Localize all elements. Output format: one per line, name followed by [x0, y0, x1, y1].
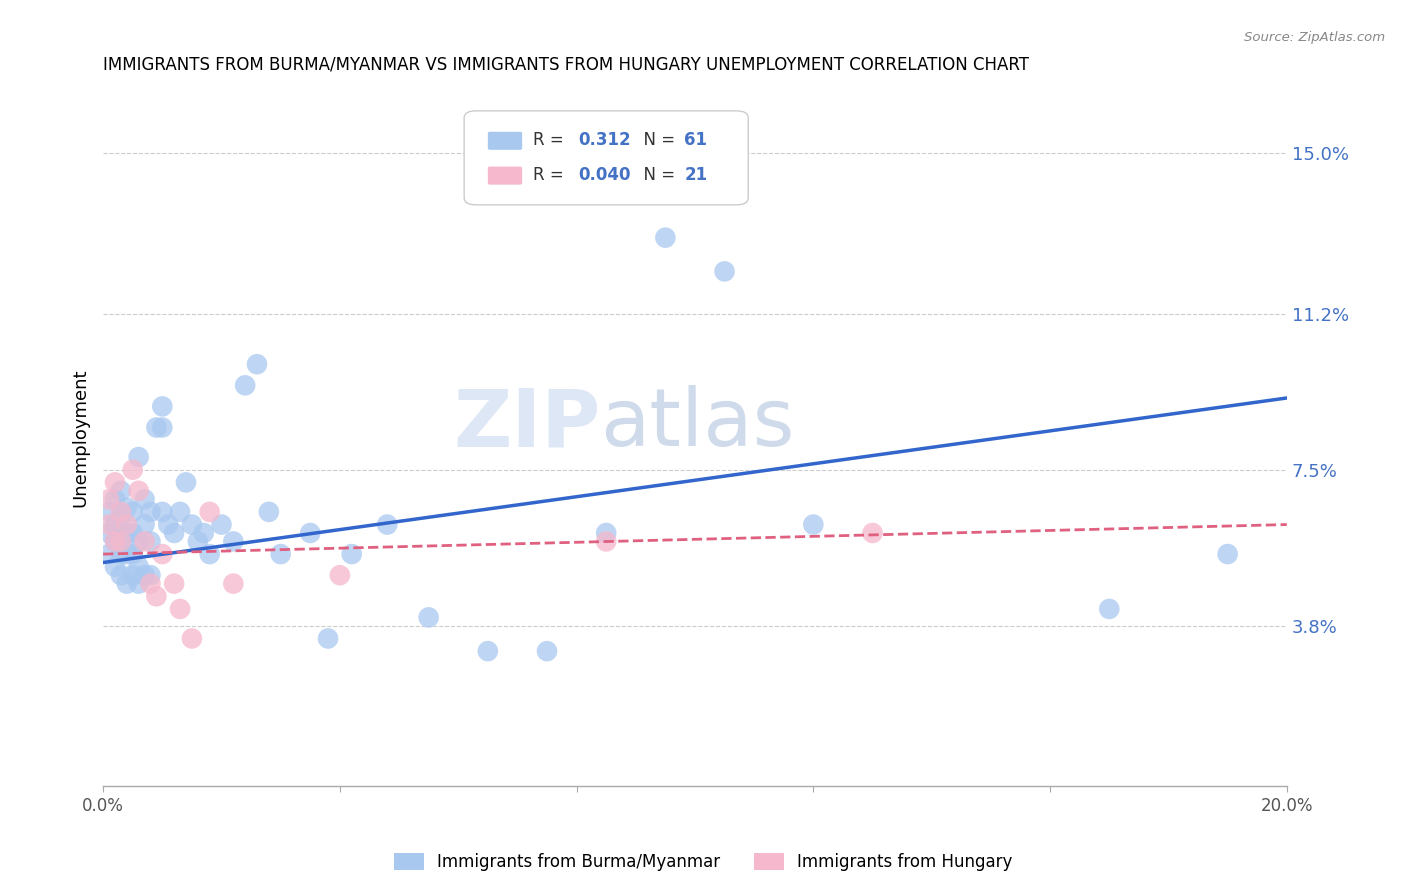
Point	[139, 505, 162, 519]
Point	[193, 526, 215, 541]
Legend: Immigrants from Burma/Myanmar, Immigrants from Hungary: Immigrants from Burma/Myanmar, Immigrant…	[385, 845, 1021, 880]
Point	[150, 505, 173, 519]
Point	[246, 357, 269, 371]
Point	[150, 400, 173, 414]
Point	[98, 492, 121, 507]
Point	[115, 576, 138, 591]
Point	[180, 517, 202, 532]
Point	[257, 505, 280, 519]
Text: ZIP: ZIP	[453, 385, 600, 463]
Point	[654, 230, 676, 244]
FancyBboxPatch shape	[488, 167, 522, 185]
Point	[104, 492, 127, 507]
Point	[163, 576, 186, 591]
Point	[174, 475, 197, 490]
Point	[211, 517, 233, 532]
FancyBboxPatch shape	[488, 132, 522, 150]
Point	[222, 534, 245, 549]
Text: R =: R =	[533, 166, 569, 184]
Text: N =: N =	[634, 131, 681, 149]
Point	[110, 534, 132, 549]
Point	[222, 576, 245, 591]
Point	[340, 547, 363, 561]
Point	[128, 483, 150, 498]
Point	[169, 602, 191, 616]
Point	[477, 644, 499, 658]
Point	[862, 526, 884, 541]
Point	[595, 526, 617, 541]
Point	[134, 517, 156, 532]
Point	[145, 420, 167, 434]
Point	[536, 644, 558, 658]
Point	[169, 505, 191, 519]
Text: R =: R =	[533, 131, 569, 149]
Point	[139, 534, 162, 549]
Point	[104, 517, 127, 532]
Point	[198, 547, 221, 561]
Point	[139, 568, 162, 582]
Point	[121, 547, 143, 561]
Point	[104, 559, 127, 574]
Point	[145, 589, 167, 603]
Text: 0.040: 0.040	[578, 166, 630, 184]
Point	[180, 632, 202, 646]
Text: atlas: atlas	[600, 385, 794, 463]
Point	[110, 505, 132, 519]
Point	[98, 517, 121, 532]
Text: 0.312: 0.312	[578, 131, 630, 149]
Point	[187, 534, 209, 549]
Point	[115, 526, 138, 541]
Point	[110, 534, 132, 549]
Text: 21: 21	[685, 166, 707, 184]
Point	[198, 505, 221, 519]
Point	[98, 547, 121, 561]
Text: Source: ZipAtlas.com: Source: ZipAtlas.com	[1244, 31, 1385, 45]
Point	[134, 534, 156, 549]
Text: N =: N =	[634, 166, 681, 184]
Text: IMMIGRANTS FROM BURMA/MYANMAR VS IMMIGRANTS FROM HUNGARY UNEMPLOYMENT CORRELATIO: IMMIGRANTS FROM BURMA/MYANMAR VS IMMIGRA…	[103, 55, 1029, 73]
Point	[150, 547, 173, 561]
Point	[134, 568, 156, 582]
Point	[163, 526, 186, 541]
Point	[98, 526, 121, 541]
Point	[375, 517, 398, 532]
Point	[418, 610, 440, 624]
FancyBboxPatch shape	[464, 111, 748, 205]
Point	[1216, 547, 1239, 561]
Point	[299, 526, 322, 541]
Point	[316, 632, 339, 646]
Point	[128, 559, 150, 574]
Point	[104, 475, 127, 490]
Point	[121, 526, 143, 541]
Point	[329, 568, 352, 582]
Point	[128, 576, 150, 591]
Point	[98, 505, 121, 519]
Point	[121, 463, 143, 477]
Point	[128, 534, 150, 549]
Point	[115, 500, 138, 515]
Point	[595, 534, 617, 549]
Point	[139, 576, 162, 591]
Point	[233, 378, 256, 392]
Point	[110, 509, 132, 524]
Point	[128, 450, 150, 464]
Point	[157, 517, 180, 532]
Point	[115, 547, 138, 561]
Y-axis label: Unemployment: Unemployment	[72, 368, 89, 508]
Point	[110, 568, 132, 582]
Point	[270, 547, 292, 561]
Point	[121, 568, 143, 582]
Point	[115, 517, 138, 532]
Point	[801, 517, 824, 532]
Point	[104, 534, 127, 549]
Point	[110, 547, 132, 561]
Point	[121, 505, 143, 519]
Point	[104, 534, 127, 549]
Point	[134, 492, 156, 507]
Point	[150, 420, 173, 434]
Text: 61: 61	[685, 131, 707, 149]
Point	[1098, 602, 1121, 616]
Point	[110, 483, 132, 498]
Point	[713, 264, 735, 278]
